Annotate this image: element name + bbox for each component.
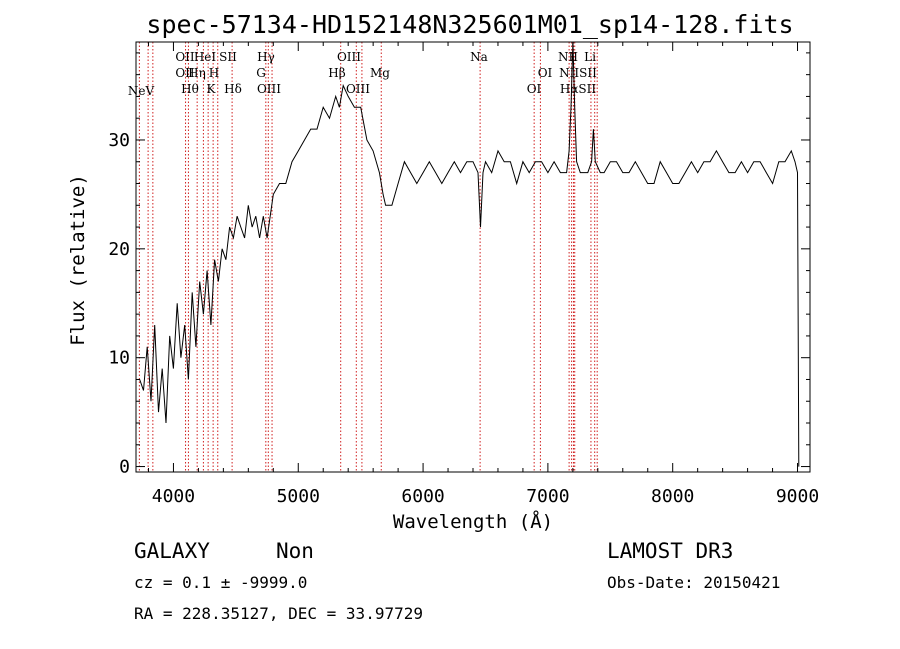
x-tick-label-5000: 5000 [277,486,320,507]
x-tick-label-8000: 8000 [651,486,694,507]
x-tick-label-9000: 9000 [776,486,819,507]
x-axis-ticks: 4000 5000 6000 7000 8000 9000 [147,42,819,507]
line-label-19: OI [527,82,542,96]
line-label-9: Hδ [224,82,242,96]
y-tick-label-10: 10 [108,348,130,369]
x-tick-label-6000: 6000 [401,486,444,507]
plot-frame [135,41,811,473]
line-label-23: HαSII [560,82,597,96]
line-label-20: NII [558,50,578,64]
line-label-10: Hγ [257,50,275,64]
line-label-3: HeI [194,50,217,64]
chart-title: spec-57134-HD152148N325601M01_sp14-128.f… [146,10,793,39]
line-label-11: G [256,66,266,80]
y-tick-label-0: 0 [119,457,130,478]
line-label-2: OII [175,66,195,80]
y-tick-label-20: 20 [108,239,130,260]
spectrum-series [139,41,800,467]
line-label-22: NIISII [559,66,597,80]
line-label-5: Hη [188,66,206,80]
coordinates: RA = 228.35127, DEC = 33.97729 [134,604,423,623]
observation-date: Obs-Date: 20150421 [607,573,780,592]
line-label-8: K [207,82,217,96]
survey-name: LAMOST DR3 [607,539,733,563]
emission-line-markers [138,42,598,472]
line-label-7: Hθ [181,82,199,96]
line-label-21: Li [584,50,596,64]
line-label-0: NeV [128,84,155,98]
line-label-6: H [209,66,219,80]
y-axis-ticks: 0 10 20 30 [108,52,810,478]
line-label-15: OIII [346,82,370,96]
line-label-16: Mg [370,66,390,80]
redshift-cz: cz = 0.1 ± -9999.0 [134,573,307,592]
x-tick-label-7000: 7000 [526,486,569,507]
line-label-12: OIII [257,82,281,96]
line-label-14: Hβ [328,66,345,80]
line-label-17: Na [470,50,488,64]
line-label-1: OII [175,50,195,64]
y-tick-label-30: 30 [108,130,130,151]
line-label-13: OIII [337,50,361,64]
line-label-18: OI [538,66,553,80]
x-tick-label-4000: 4000 [152,486,195,507]
line-label-4: SII [219,50,237,64]
x-axis-label: Wavelength (Å) [393,510,553,533]
object-class: GALAXY [134,539,210,563]
object-subclass: Non [276,539,314,563]
y-axis-label: Flux (relative) [67,174,89,346]
